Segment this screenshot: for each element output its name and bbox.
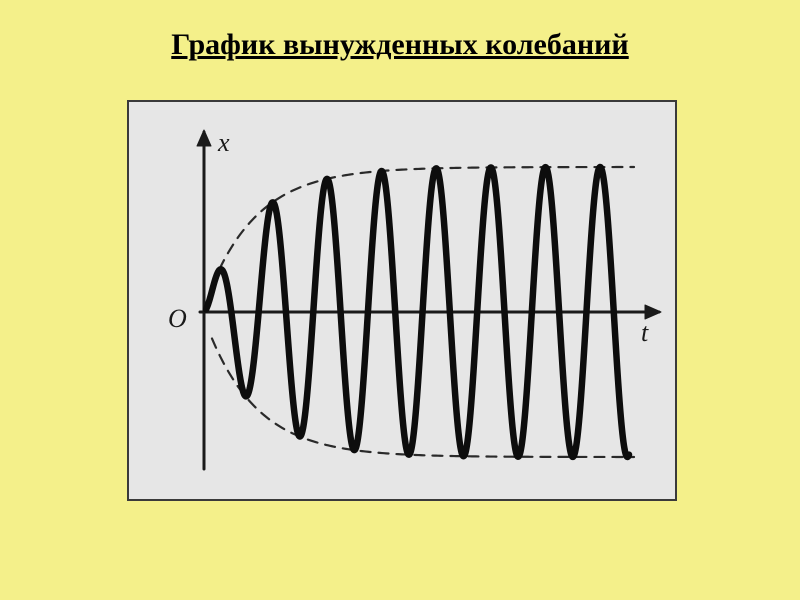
plot-panel: x t O — [127, 100, 677, 501]
slide-title: График вынужденных колебаний — [0, 28, 800, 62]
oscillation-plot — [129, 102, 675, 499]
x-axis-label: t — [641, 318, 648, 348]
slide: График вынужденных колебаний x t O — [0, 0, 800, 600]
origin-label: O — [168, 304, 187, 334]
y-axis-label: x — [218, 128, 230, 158]
